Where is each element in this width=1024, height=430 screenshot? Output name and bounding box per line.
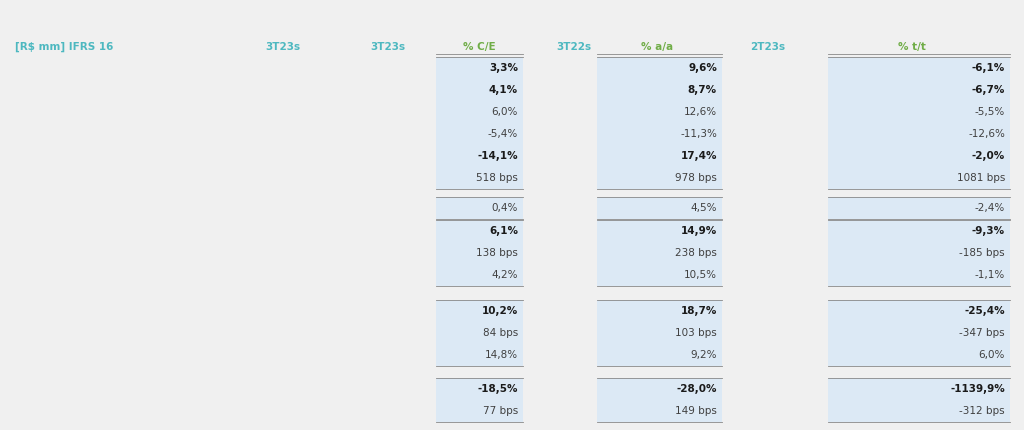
Text: -1,1%: -1,1% (975, 270, 1005, 280)
Text: -5,5%: -5,5% (975, 107, 1005, 117)
Text: 4,1%: 4,1% (488, 85, 518, 95)
Bar (828, 378, 1010, 422)
Text: 17,4%: 17,4% (681, 151, 717, 161)
Text: [R$ mm] IFRS 16: [R$ mm] IFRS 16 (15, 42, 114, 52)
Text: 8,7%: 8,7% (688, 85, 717, 95)
Bar (828, 197, 1010, 219)
Text: % a/a: % a/a (641, 42, 673, 52)
Text: 518 bps: 518 bps (476, 173, 518, 183)
Text: 3T23s: 3T23s (265, 42, 301, 52)
Text: 978 bps: 978 bps (675, 173, 717, 183)
Text: 3,3%: 3,3% (489, 63, 518, 73)
Text: -25,4%: -25,4% (965, 306, 1005, 316)
Text: 14,8%: 14,8% (485, 350, 518, 360)
Bar (597, 57, 722, 189)
Text: -185 bps: -185 bps (959, 248, 1005, 258)
Text: -347 bps: -347 bps (959, 328, 1005, 338)
Text: 10,2%: 10,2% (481, 306, 518, 316)
Text: 149 bps: 149 bps (675, 406, 717, 416)
Text: -11,3%: -11,3% (680, 129, 717, 139)
Text: 77 bps: 77 bps (482, 406, 518, 416)
Text: 4,2%: 4,2% (492, 270, 518, 280)
Text: 238 bps: 238 bps (675, 248, 717, 258)
Bar (436, 57, 523, 189)
Bar (597, 300, 722, 366)
Bar (828, 220, 1010, 286)
Bar (828, 57, 1010, 189)
Text: -9,3%: -9,3% (972, 226, 1005, 236)
Bar (597, 378, 722, 422)
Text: 84 bps: 84 bps (482, 328, 518, 338)
Bar (597, 220, 722, 286)
Text: % t/t: % t/t (898, 42, 926, 52)
Text: 10,5%: 10,5% (684, 270, 717, 280)
Bar (436, 378, 523, 422)
Text: 0,4%: 0,4% (492, 203, 518, 213)
Text: 9,6%: 9,6% (688, 63, 717, 73)
Text: 103 bps: 103 bps (675, 328, 717, 338)
Bar (436, 300, 523, 366)
Bar (597, 197, 722, 219)
Text: 6,0%: 6,0% (492, 107, 518, 117)
Text: 18,7%: 18,7% (681, 306, 717, 316)
Text: -312 bps: -312 bps (959, 406, 1005, 416)
Text: % C/E: % C/E (463, 42, 496, 52)
Text: 3T23s: 3T23s (371, 42, 406, 52)
Text: -2,0%: -2,0% (972, 151, 1005, 161)
Text: 9,2%: 9,2% (690, 350, 717, 360)
Text: 6,1%: 6,1% (489, 226, 518, 236)
Text: -6,7%: -6,7% (972, 85, 1005, 95)
Text: 1081 bps: 1081 bps (956, 173, 1005, 183)
Text: 138 bps: 138 bps (476, 248, 518, 258)
Text: 6,0%: 6,0% (979, 350, 1005, 360)
Text: -18,5%: -18,5% (477, 384, 518, 394)
Text: -12,6%: -12,6% (968, 129, 1005, 139)
Text: 4,5%: 4,5% (690, 203, 717, 213)
Bar (436, 197, 523, 219)
Text: -2,4%: -2,4% (975, 203, 1005, 213)
Text: 3T22s: 3T22s (556, 42, 592, 52)
Text: 14,9%: 14,9% (681, 226, 717, 236)
Text: 12,6%: 12,6% (684, 107, 717, 117)
Text: -6,1%: -6,1% (972, 63, 1005, 73)
Bar (436, 220, 523, 286)
Text: -1139,9%: -1139,9% (950, 384, 1005, 394)
Text: -14,1%: -14,1% (477, 151, 518, 161)
Bar (828, 300, 1010, 366)
Text: -5,4%: -5,4% (487, 129, 518, 139)
Text: -28,0%: -28,0% (677, 384, 717, 394)
Text: 2T23s: 2T23s (751, 42, 785, 52)
